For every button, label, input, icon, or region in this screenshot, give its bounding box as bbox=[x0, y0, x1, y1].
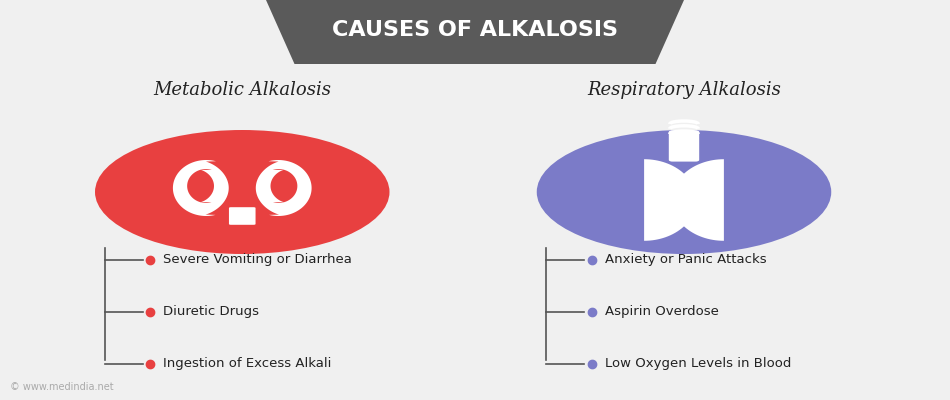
Polygon shape bbox=[256, 160, 312, 216]
Polygon shape bbox=[173, 160, 229, 216]
Circle shape bbox=[537, 130, 831, 254]
Text: Ingestion of Excess Alkali: Ingestion of Excess Alkali bbox=[163, 358, 332, 370]
Polygon shape bbox=[187, 169, 214, 203]
Polygon shape bbox=[271, 169, 297, 203]
Circle shape bbox=[95, 130, 389, 254]
Text: Aspirin Overdose: Aspirin Overdose bbox=[605, 306, 719, 318]
FancyBboxPatch shape bbox=[229, 207, 256, 225]
FancyBboxPatch shape bbox=[669, 130, 699, 162]
Text: CAUSES OF ALKALOSIS: CAUSES OF ALKALOSIS bbox=[332, 20, 618, 40]
Polygon shape bbox=[644, 159, 696, 241]
Text: Respiratory Alkalosis: Respiratory Alkalosis bbox=[587, 81, 781, 99]
Text: Diuretic Drugs: Diuretic Drugs bbox=[163, 306, 259, 318]
Text: Severe Vomiting or Diarrhea: Severe Vomiting or Diarrhea bbox=[163, 254, 352, 266]
Polygon shape bbox=[672, 159, 724, 241]
Polygon shape bbox=[266, 0, 684, 64]
Text: Anxiety or Panic Attacks: Anxiety or Panic Attacks bbox=[605, 254, 767, 266]
Text: © www.medindia.net: © www.medindia.net bbox=[10, 382, 113, 392]
Text: Low Oxygen Levels in Blood: Low Oxygen Levels in Blood bbox=[605, 358, 791, 370]
Text: Metabolic Alkalosis: Metabolic Alkalosis bbox=[153, 81, 332, 99]
